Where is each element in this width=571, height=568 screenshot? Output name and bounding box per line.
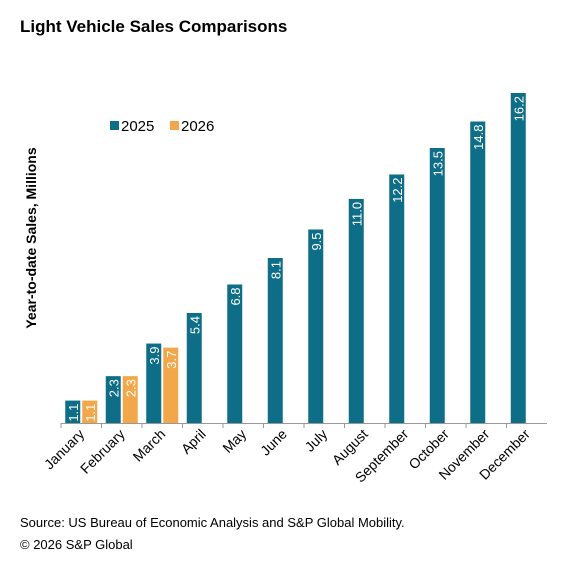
value-label: 1.1 [83,404,98,422]
bar [146,343,162,423]
value-label: 6.8 [228,287,243,305]
bar [267,258,283,423]
legend-swatch [170,121,179,130]
legend-label: 2026 [181,118,214,135]
source-note: Source: US Bureau of Economic Analysis a… [20,515,405,530]
value-label: 3.9 [147,347,162,365]
x-tick-label: April [178,426,209,457]
x-tick-label: February [77,426,128,477]
bar [65,400,81,423]
value-label: 14.8 [471,125,486,150]
x-tick-label: July [301,426,330,455]
x-tick-label: June [257,426,290,459]
bar [163,347,179,423]
bar [227,284,243,423]
chart-title: Light Vehicle Sales Comparisons [20,17,287,36]
value-label: 8.1 [268,261,283,279]
value-label: 5.4 [187,316,202,334]
value-label: 13.5 [430,151,445,176]
bar [470,121,486,423]
value-label: 9.5 [309,232,324,250]
legend-label: 2025 [121,118,154,135]
value-label: 2.3 [106,379,121,397]
bar [122,376,138,423]
bar [348,198,364,423]
value-label: 11.0 [349,202,364,226]
bar [186,313,202,423]
bar [389,174,405,423]
value-label: 16.2 [511,96,526,121]
x-tick-label: May [219,426,249,456]
bar [429,148,445,423]
value-label: 3.7 [164,351,179,369]
x-tick-label: March [130,426,169,465]
bar [308,229,324,423]
bar [105,376,121,423]
bar [82,400,98,423]
value-label: 2.3 [123,379,138,397]
legend-swatch [110,121,119,130]
value-label: 12.2 [390,177,405,202]
bar [510,93,526,423]
value-label: 1.1 [66,404,81,422]
copyright-note: © 2026 S&P Global [20,537,133,552]
y-axis-label: Year-to-date Sales, Millions [23,147,39,328]
